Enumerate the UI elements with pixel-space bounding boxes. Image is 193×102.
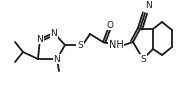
Text: NH: NH [109, 40, 123, 50]
Text: S: S [77, 40, 83, 49]
Text: N: N [37, 34, 43, 43]
Text: O: O [107, 21, 113, 29]
Text: N: N [51, 28, 57, 38]
Text: N: N [54, 54, 60, 64]
Text: S: S [140, 54, 146, 64]
Text: N: N [146, 2, 152, 11]
